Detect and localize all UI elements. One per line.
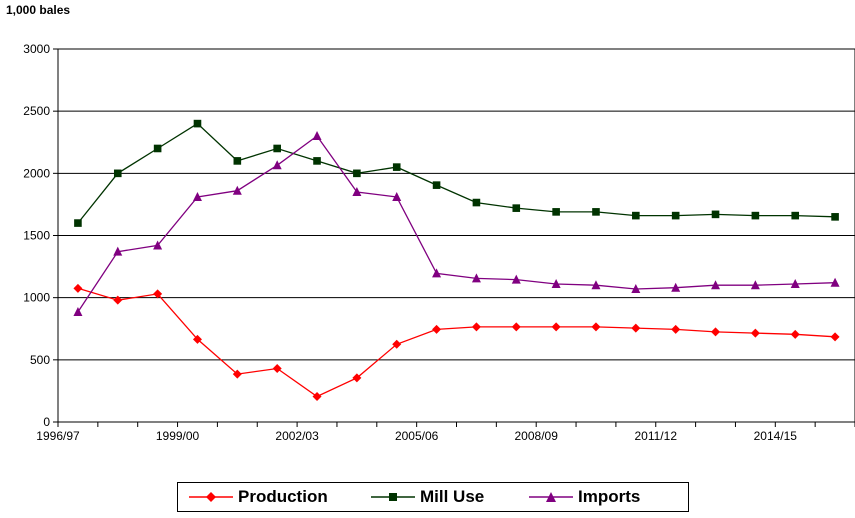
- series-mill-use: [74, 119, 839, 227]
- line-chart: 0 500 1000 1500 2000 2500 3000 1996/97 1999/00 20…: [23, 42, 855, 443]
- legend-label-imports: Imports: [578, 487, 641, 506]
- legend-label-mill-use: Mill Use: [420, 487, 485, 506]
- data-point-mill-use: [193, 119, 202, 128]
- data-point-production: [192, 334, 202, 344]
- axes: 0 500 1000 1500 2000 2500 3000 1996/97 1999/00 20…: [23, 42, 855, 443]
- y-tick-label: 2000: [23, 166, 50, 180]
- data-point-imports: [192, 191, 202, 201]
- legend-item-mill-use: Mill Use: [370, 483, 484, 511]
- x-tick-label: 1999/00: [156, 429, 200, 443]
- data-point-mill-use: [671, 211, 680, 220]
- data-point-imports: [511, 274, 521, 284]
- data-point-imports: [790, 278, 800, 288]
- data-point-imports: [750, 280, 760, 290]
- x-tick-label: 2011/12: [635, 429, 678, 443]
- data-point-mill-use: [432, 181, 441, 189]
- data-point-mill-use: [74, 219, 82, 227]
- data-point-imports: [113, 246, 123, 256]
- data-point-mill-use: [392, 163, 401, 171]
- data-point-imports: [232, 185, 242, 195]
- data-point-mill-use: [313, 157, 321, 165]
- data-point-imports: [73, 306, 83, 316]
- data-point-mill-use: [711, 210, 720, 219]
- data-point-production: [591, 322, 601, 332]
- data-point-imports: [352, 186, 362, 196]
- data-point-production: [272, 364, 282, 374]
- data-point-imports: [432, 268, 442, 278]
- legend-item-imports: Imports: [528, 483, 640, 511]
- data-point-mill-use: [233, 157, 242, 165]
- data-point-imports: [471, 273, 481, 283]
- data-point-imports: [631, 283, 641, 293]
- legend-label-production: Production: [238, 487, 328, 506]
- x-tick-label: 2014/15: [754, 429, 798, 443]
- data-point-production: [471, 322, 481, 332]
- data-point-imports: [671, 282, 681, 292]
- data-point-imports: [711, 280, 721, 290]
- y-tick-label: 2500: [23, 104, 50, 118]
- data-point-production: [711, 327, 721, 337]
- data-point-production: [631, 323, 641, 333]
- data-point-imports: [153, 240, 163, 250]
- data-point-imports: [591, 280, 601, 290]
- x-tick-label: 2005/06: [395, 429, 439, 443]
- data-point-production: [671, 324, 681, 334]
- data-point-mill-use: [751, 211, 760, 220]
- series-production: [73, 283, 840, 402]
- legend-swatch-imports: [529, 492, 573, 502]
- data-point-imports: [830, 277, 840, 287]
- data-point-mill-use: [153, 144, 162, 153]
- y-tick-label: 500: [30, 353, 50, 367]
- data-point-production: [312, 392, 322, 402]
- data-point-mill-use: [273, 144, 281, 153]
- data-point-mill-use: [512, 204, 521, 212]
- series-line-mill-use: [77, 122, 836, 224]
- series-lines: [73, 119, 840, 402]
- data-point-mill-use: [791, 211, 800, 220]
- legend-swatch-mill-use: [371, 493, 415, 501]
- data-point-production: [551, 322, 561, 332]
- data-point-production: [432, 324, 442, 334]
- y-axis-unit-label: 1,000 bales: [6, 3, 71, 17]
- data-point-mill-use: [113, 169, 122, 178]
- data-point-production: [352, 373, 362, 383]
- data-point-mill-use: [592, 208, 600, 216]
- y-tick-label: 3000: [23, 42, 50, 56]
- x-tick-label: 2008/09: [515, 429, 559, 443]
- data-point-production: [830, 332, 840, 342]
- data-point-mill-use: [353, 169, 361, 178]
- data-point-production: [392, 339, 402, 349]
- series-line-imports: [77, 135, 836, 313]
- data-point-production: [232, 369, 242, 379]
- data-point-mill-use: [552, 208, 560, 216]
- data-point-production: [113, 295, 123, 305]
- data-point-production: [153, 289, 163, 299]
- y-tick-label: 0: [43, 415, 50, 429]
- legend: Production Mill Use Imports: [177, 482, 689, 512]
- data-point-production: [790, 329, 800, 339]
- data-point-mill-use: [831, 213, 839, 221]
- data-point-mill-use: [472, 198, 481, 207]
- data-point-imports: [312, 131, 322, 141]
- x-tick-label: 1996/97: [36, 429, 80, 443]
- series-imports: [73, 131, 840, 316]
- data-point-imports: [392, 191, 402, 201]
- data-point-mill-use: [632, 211, 640, 220]
- gridlines: [58, 110, 855, 361]
- data-point-production: [750, 328, 760, 338]
- series-line-production: [77, 287, 836, 398]
- data-point-imports: [272, 160, 282, 170]
- y-tick-label: 1500: [23, 229, 50, 243]
- legend-item-production: Production: [188, 483, 328, 511]
- legend-swatch-production: [189, 492, 233, 502]
- y-tick-label: 1000: [23, 291, 50, 305]
- data-point-imports: [551, 278, 561, 288]
- x-tick-label: 2002/03: [275, 429, 319, 443]
- data-point-production: [73, 283, 83, 293]
- data-point-production: [511, 322, 521, 332]
